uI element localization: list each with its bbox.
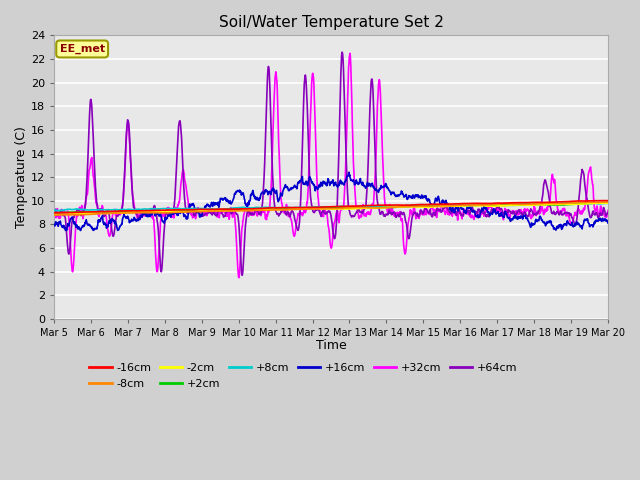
+64cm [238, 273, 246, 278]
-8cm [50, 212, 58, 218]
-8cm [604, 199, 612, 205]
+64cm [307, 197, 315, 203]
-2cm [604, 200, 612, 206]
+32cm [235, 275, 243, 281]
+64cm [366, 102, 374, 108]
-16cm [93, 209, 100, 215]
+16cm [285, 187, 293, 193]
Line: -8cm: -8cm [54, 202, 608, 215]
+2cm [297, 206, 305, 212]
+8cm [559, 200, 567, 206]
+8cm [116, 207, 124, 213]
+8cm [93, 207, 101, 213]
+16cm [50, 222, 58, 228]
-8cm [366, 205, 374, 211]
+16cm [61, 228, 69, 233]
+16cm [604, 220, 612, 226]
+64cm [116, 210, 124, 216]
+32cm [93, 201, 100, 207]
Line: +2cm: +2cm [54, 203, 608, 213]
+8cm [366, 204, 374, 209]
Line: +64cm: +64cm [54, 52, 608, 276]
+32cm [116, 210, 124, 216]
+8cm [55, 208, 63, 214]
+32cm [346, 50, 354, 56]
-8cm [116, 210, 124, 216]
-16cm [297, 205, 305, 211]
Line: -2cm: -2cm [54, 203, 608, 214]
-16cm [50, 210, 58, 216]
-2cm [297, 206, 305, 212]
+64cm [50, 207, 58, 213]
+16cm [93, 223, 101, 229]
-16cm [604, 198, 612, 204]
X-axis label: Time: Time [316, 339, 346, 352]
+2cm [285, 206, 293, 212]
-8cm [285, 207, 293, 213]
+8cm [297, 204, 305, 210]
-16cm [600, 198, 607, 204]
-16cm [116, 208, 124, 214]
-8cm [52, 212, 60, 218]
+32cm [604, 208, 612, 214]
+16cm [297, 177, 305, 183]
+8cm [50, 207, 58, 213]
+2cm [116, 209, 124, 215]
Legend: -16cm, -8cm, -2cm, +2cm, +8cm, +16cm, +32cm, +64cm: -16cm, -8cm, -2cm, +2cm, +8cm, +16cm, +3… [85, 359, 522, 393]
-16cm [365, 203, 373, 208]
+64cm [93, 201, 100, 207]
-8cm [93, 211, 101, 216]
-2cm [52, 211, 60, 217]
+2cm [50, 210, 58, 216]
-2cm [307, 205, 315, 211]
-2cm [366, 205, 374, 211]
+2cm [604, 200, 612, 206]
+64cm [338, 49, 346, 55]
+32cm [297, 212, 305, 217]
-2cm [600, 200, 608, 206]
Text: EE_met: EE_met [60, 44, 105, 54]
-2cm [285, 206, 293, 212]
+16cm [366, 182, 374, 188]
+32cm [285, 212, 293, 217]
+32cm [307, 104, 315, 110]
-8cm [297, 206, 305, 212]
+64cm [285, 213, 293, 219]
Line: +16cm: +16cm [54, 172, 608, 230]
+16cm [307, 177, 315, 182]
-16cm [307, 204, 314, 210]
Y-axis label: Temperature (C): Temperature (C) [15, 126, 28, 228]
-2cm [93, 210, 101, 216]
-2cm [50, 211, 58, 217]
+2cm [365, 205, 373, 211]
+8cm [604, 201, 612, 206]
+2cm [598, 200, 606, 205]
+16cm [116, 224, 124, 230]
Line: -16cm: -16cm [54, 201, 608, 213]
Title: Soil/Water Temperature Set 2: Soil/Water Temperature Set 2 [219, 15, 444, 30]
-16cm [285, 205, 293, 211]
+8cm [285, 204, 293, 210]
+8cm [307, 204, 315, 210]
-2cm [116, 210, 124, 216]
+32cm [50, 207, 58, 213]
+32cm [366, 212, 374, 217]
+16cm [345, 169, 353, 175]
+64cm [604, 210, 612, 216]
+64cm [297, 192, 305, 198]
-8cm [307, 206, 315, 212]
Line: +32cm: +32cm [54, 53, 608, 278]
+2cm [307, 205, 314, 211]
+2cm [93, 209, 100, 215]
Line: +8cm: +8cm [54, 203, 608, 211]
